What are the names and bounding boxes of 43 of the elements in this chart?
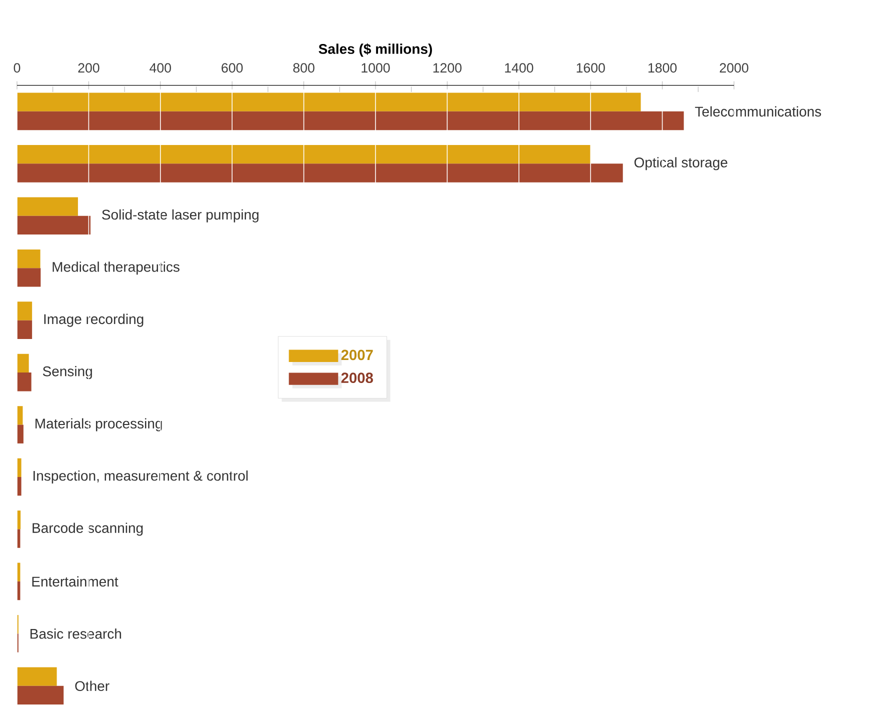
x-tick-label: 1000 [362,63,390,73]
x-tick-label: 1400 [505,63,534,73]
y-tick-label: Solid-state laser pumping [102,209,258,222]
x-tick-label: 0 [14,63,20,73]
bar [17,111,684,130]
x-tick-label: 800 [293,63,314,73]
legend-label: 2007 [341,350,373,360]
bar [17,249,40,268]
x-tick-label: 1800 [648,63,677,73]
bar [17,302,32,320]
bar [17,92,641,112]
x-tick-label: 600 [222,63,243,73]
x-tick-label: 1600 [576,63,605,73]
y-tick-label: Sensing [42,366,92,380]
y-tick-label: Medical therapeutics [52,262,180,275]
bar [17,686,64,705]
y-tick-label: Barcode scanning [32,522,143,536]
bar [17,164,623,182]
legend-label: 2008 [341,372,373,384]
bar [17,197,78,216]
y-tick-label: Image recording [44,314,144,327]
y-tick-label: Telecommunications [695,106,822,117]
x-tick-label: 1200 [433,63,462,73]
x-tick-label: 400 [150,63,172,73]
bar [17,476,22,496]
y-tick-label: Materials processing [36,418,162,432]
bar [17,667,57,686]
x-tick-label: 2000 [720,63,748,73]
x-tick-label: 200 [78,63,100,73]
y-tick-label: Entertainment [32,576,118,587]
y-tick-label: Basic research [30,628,122,639]
y-tick-label: Optical storage [634,157,728,170]
bar [17,458,22,477]
bar [17,268,41,287]
bar [17,144,591,164]
bar [17,424,24,444]
bar [17,372,32,392]
bar [17,354,29,373]
y-tick-label: Other [75,680,110,692]
bar [17,320,32,339]
y-tick-label: Inspection, measurement & control [34,470,248,484]
x-axis-title: Sales ($ millions) [318,43,432,57]
bar [17,216,90,235]
